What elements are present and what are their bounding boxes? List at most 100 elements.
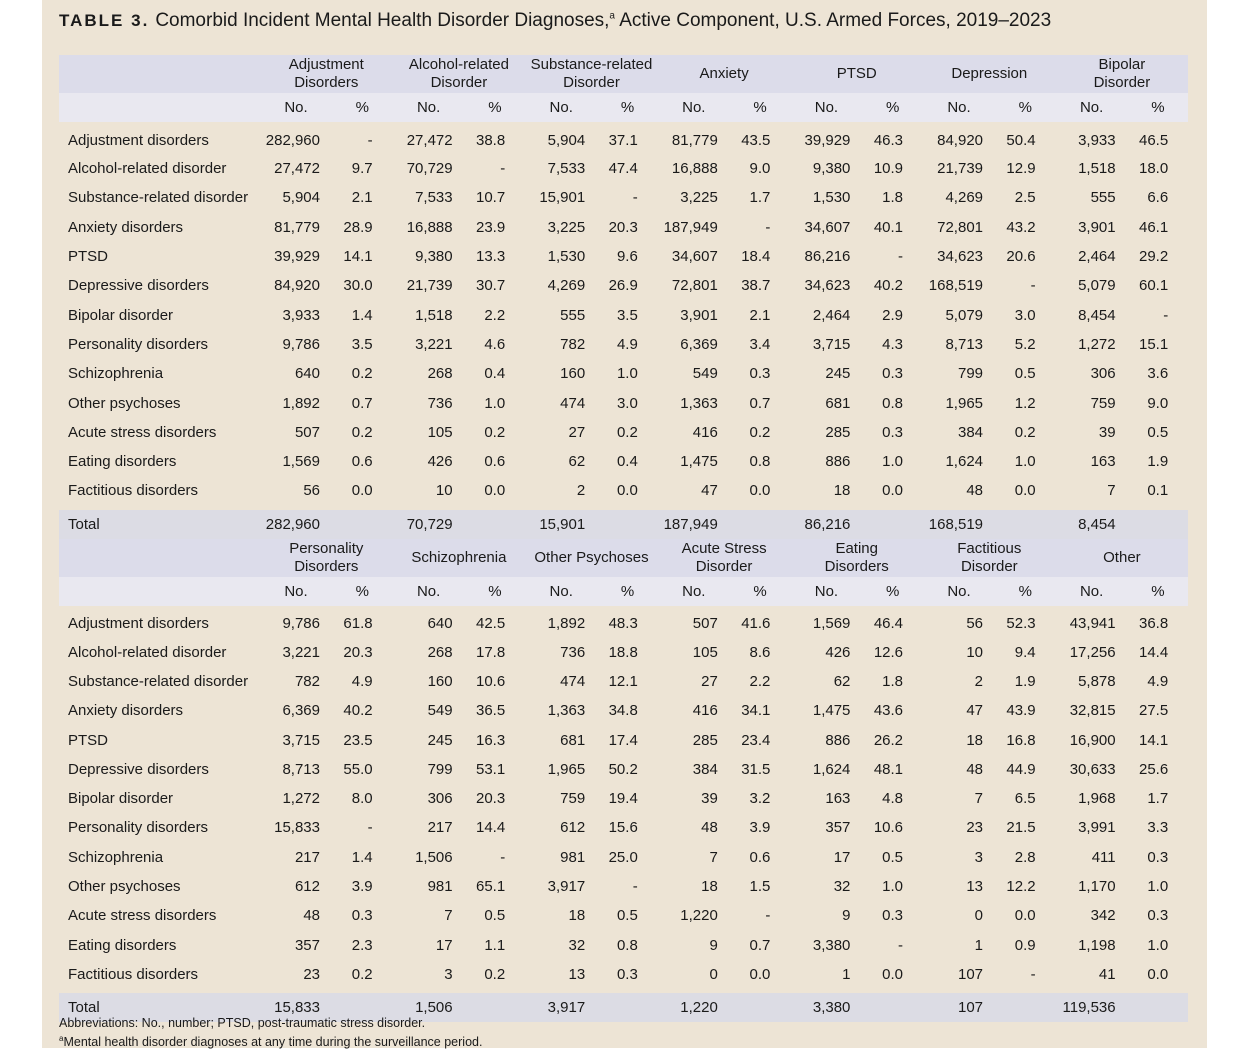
pct-cell: 0.5 xyxy=(616,907,638,925)
pct-cell: 10.9 xyxy=(873,160,904,178)
pct-cell: - xyxy=(500,848,506,866)
pct-cell: 48.1 xyxy=(873,760,904,778)
pct-cell: 1.9 xyxy=(1147,453,1169,471)
pct-cell: 0.2 xyxy=(351,423,373,441)
count-cell: 5,878 xyxy=(1078,673,1116,690)
count-cell: 7 xyxy=(709,848,718,866)
row-label: Personality disorders xyxy=(68,335,209,353)
abbreviations-note: Abbreviations: No., number; PTSD, post-t… xyxy=(59,1016,426,1030)
count-cell: 48 xyxy=(303,907,320,925)
total-pct-empty xyxy=(862,509,924,539)
pct-cell: 14.4 xyxy=(476,819,506,837)
pct-cell: 0.0 xyxy=(616,482,638,500)
count-cell: 1,475 xyxy=(680,453,718,471)
count-cell: 9,380 xyxy=(415,248,453,266)
count-cell: 1,170 xyxy=(1078,878,1116,896)
count-cell: 32,815 xyxy=(1069,702,1116,720)
count-cell: 886 xyxy=(825,453,851,471)
pct-cell: 0.0 xyxy=(749,965,771,983)
pct-cell: 14.1 xyxy=(1139,731,1169,749)
count-cell: 34,623 xyxy=(804,277,851,295)
count-cell: 3,917 xyxy=(547,878,586,896)
no-header: No. xyxy=(923,93,996,122)
pct-header: % xyxy=(729,93,791,122)
group-header: Other Psychoses xyxy=(525,538,658,577)
total-pct-empty xyxy=(862,993,924,1023)
row-label: PTSD xyxy=(68,248,109,266)
group-header: PTSD xyxy=(790,55,924,93)
pct-cell: 0.7 xyxy=(749,936,771,954)
table-row: PTSD 3,715 23.5 245 16.3 681 17.4 285 23.4 886 26.… xyxy=(59,725,1188,754)
group-header: Eating Disorders xyxy=(790,538,924,577)
total-count: 187,949 xyxy=(657,509,730,539)
count-cell: 736 xyxy=(427,394,453,412)
pct-cell: 0.0 xyxy=(749,482,771,500)
group-header: Bipolar Disorder xyxy=(1055,55,1189,93)
pct-cell: 6.5 xyxy=(1014,790,1036,808)
pct-cell: 0.3 xyxy=(882,423,904,441)
count-cell: 72,801 xyxy=(937,218,984,236)
pct-cell: 20.6 xyxy=(1006,248,1036,266)
total-pct-empty xyxy=(729,509,791,539)
pct-cell: 4.6 xyxy=(484,335,506,353)
total-row: Total 282,960 70,729 15,901 187,949 86,216 168… xyxy=(59,509,1189,539)
sub-header-row: No.% No.% No.% No.% No.% No.% No.% xyxy=(59,93,1189,122)
count-cell: 1,624 xyxy=(812,760,851,778)
row-label: Eating disorders xyxy=(68,936,177,954)
group-header: Schizophrenia xyxy=(392,538,526,577)
pct-cell: 34.1 xyxy=(741,702,771,720)
pct-cell: 9.4 xyxy=(1014,643,1036,661)
row-label: Other psychoses xyxy=(68,878,181,896)
pct-cell: 0.3 xyxy=(882,365,904,383)
count-cell: 10 xyxy=(966,643,984,661)
pct-cell: 1.0 xyxy=(484,394,506,412)
pct-cell: 20.3 xyxy=(476,790,506,808)
count-cell: 285 xyxy=(825,423,851,441)
pct-cell: 3.9 xyxy=(749,819,771,837)
footnotes: Abbreviations: No., number; PTSD, post-t… xyxy=(59,1015,482,1050)
pct-cell: 0.5 xyxy=(484,907,506,925)
count-cell: 1,272 xyxy=(1078,335,1116,353)
count-cell: 34,607 xyxy=(804,218,851,236)
pct-cell: 26.9 xyxy=(608,277,638,295)
pct-cell: 2.9 xyxy=(882,306,904,324)
pct-cell: 18.4 xyxy=(741,248,771,266)
count-cell: 1,530 xyxy=(547,248,586,266)
no-header: No. xyxy=(525,576,598,606)
count-cell: 70,729 xyxy=(406,160,453,178)
total-count: 282,960 xyxy=(260,509,332,539)
pct-cell: 43.9 xyxy=(1006,702,1036,720)
row-label: Alcohol-related disorder xyxy=(68,160,227,178)
total-pct-empty xyxy=(332,993,393,1023)
count-cell: 3,715 xyxy=(282,731,320,749)
pct-cell: - xyxy=(632,189,638,207)
count-cell: 5,904 xyxy=(282,189,320,207)
count-cell: 507 xyxy=(294,423,320,441)
pct-cell: 4.9 xyxy=(616,335,638,353)
pct-cell: 0.3 xyxy=(351,907,373,925)
count-cell: 3,933 xyxy=(282,306,320,324)
row-label: Bipolar disorder xyxy=(68,790,174,808)
count-cell: 1,272 xyxy=(282,790,320,808)
pct-header: % xyxy=(332,93,393,122)
count-cell: 268 xyxy=(427,365,453,383)
count-cell: 56 xyxy=(303,482,320,500)
pct-cell: 0.0 xyxy=(351,482,373,500)
row-label: Adjustment disorders xyxy=(68,615,209,633)
pct-cell: 36.5 xyxy=(476,702,506,720)
total-count: 86,216 xyxy=(790,509,863,539)
row-label: Schizophrenia xyxy=(68,365,164,383)
count-cell: 426 xyxy=(427,453,453,471)
total-count: 8,454 xyxy=(1055,509,1128,539)
row-label: Anxiety disorders xyxy=(68,702,184,720)
count-cell: 105 xyxy=(692,643,718,661)
pct-cell: 2.2 xyxy=(484,306,506,324)
count-cell: 507 xyxy=(692,615,718,633)
pct-cell: 43.6 xyxy=(873,702,904,720)
pct-cell: 34.8 xyxy=(608,702,638,720)
count-cell: 681 xyxy=(560,731,586,749)
pct-cell: 19.4 xyxy=(608,790,638,808)
count-cell: 799 xyxy=(427,760,453,778)
count-cell: 84,920 xyxy=(937,131,984,149)
count-cell: 48 xyxy=(966,482,984,500)
